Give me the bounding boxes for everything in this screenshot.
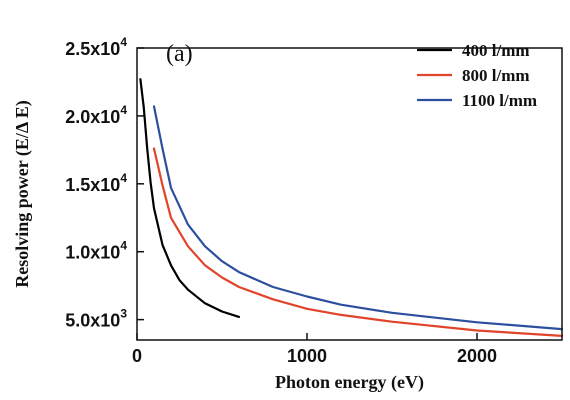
y-tick-mantissa-2: 1.5x10 [65,175,120,195]
x-tick-label-2: 2000 [457,346,497,366]
plot-frame [136,47,563,341]
y-tick-label-1: 1.0x104 [65,239,127,263]
x-axis-ticks: 0 1000 2000 [132,333,497,366]
legend-label-0: 400 l/mm [462,41,530,60]
series-line-2 [152,105,564,331]
y-axis-title: Resolving power (E/Δ E) [12,100,33,287]
panel-label: (a) [166,41,193,67]
y-tick-label-2: 1.5x104 [65,171,127,195]
y-tick-label-3: 2.0x104 [65,103,127,127]
y-tick-exponent-0: 3 [120,307,127,321]
y-tick-mantissa-0: 5.0x10 [65,311,120,331]
y-tick-exponent-2: 4 [120,171,127,185]
x-axis-title: Photon energy (eV) [275,372,424,393]
x-tick-label-1: 1000 [287,346,327,366]
series-layer [139,78,564,337]
series-line-0 [139,78,241,318]
series-line-1 [152,147,564,337]
y-tick-label-4: 2.5x104 [65,35,127,59]
y-tick-mantissa-3: 2.0x10 [65,107,120,127]
y-tick-exponent-3: 4 [120,103,127,117]
x-tick-label-0: 0 [132,346,142,366]
y-tick-mantissa-1: 1.0x10 [65,243,120,263]
y-tick-label-0: 5.0x103 [65,307,127,331]
y-tick-exponent-1: 4 [120,239,127,253]
legend-label-1: 800 l/mm [462,66,530,85]
y-tick-exponent-4: 4 [120,35,127,49]
legend: 400 l/mm 800 l/mm 1100 l/mm [417,41,537,110]
y-tick-mantissa-4: 2.5x10 [65,39,120,59]
legend-label-2: 1100 l/mm [462,91,537,110]
